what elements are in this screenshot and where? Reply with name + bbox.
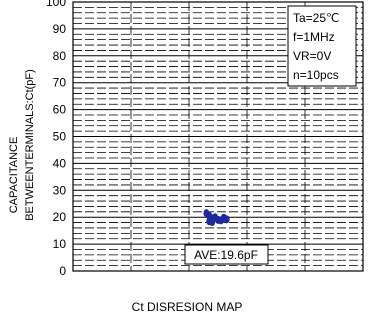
- y-tick-label: 80: [53, 49, 67, 63]
- y-tick-label: 90: [53, 22, 67, 36]
- y-tick-label: 10: [53, 237, 67, 251]
- y-tick-label: 100: [46, 0, 66, 9]
- y-tick-label: 40: [53, 156, 67, 170]
- condition-sample-count: n=10pcs: [293, 68, 339, 82]
- data-point: [223, 215, 230, 224]
- condition-reverse-voltage: VR=0V: [293, 49, 331, 63]
- y-axis-label-line2: BETWEENTERMINALS:Ct(pF): [24, 69, 36, 221]
- y-tick-label: 60: [53, 103, 67, 117]
- y-tick-label: 30: [53, 183, 67, 197]
- condition-temperature: Ta=25℃: [293, 11, 340, 25]
- y-tick-label: 70: [53, 76, 67, 90]
- y-tick-label: 20: [53, 210, 67, 224]
- y-axis-label-line1: CAPACITANCE: [8, 137, 20, 214]
- plot-frame: [72, 1, 364, 272]
- data-points: [203, 209, 230, 227]
- average-label-box: AVE:19.6pF: [184, 244, 269, 265]
- data-point: [209, 218, 216, 227]
- y-tick-label: 50: [53, 130, 67, 144]
- average-label: AVE:19.6pF: [194, 248, 258, 262]
- chart-caption: Ct DISRESION MAP: [131, 300, 243, 314]
- condition-frequency: f=1MHz: [293, 30, 335, 44]
- conditions-legend: Ta=25℃ f=1MHz VR=0V n=10pcs: [287, 5, 357, 87]
- y-tick-label: 0: [59, 264, 66, 278]
- y-tick-labels: 0 10 20 30 40 50 60 70 80 90 100: [46, 0, 66, 278]
